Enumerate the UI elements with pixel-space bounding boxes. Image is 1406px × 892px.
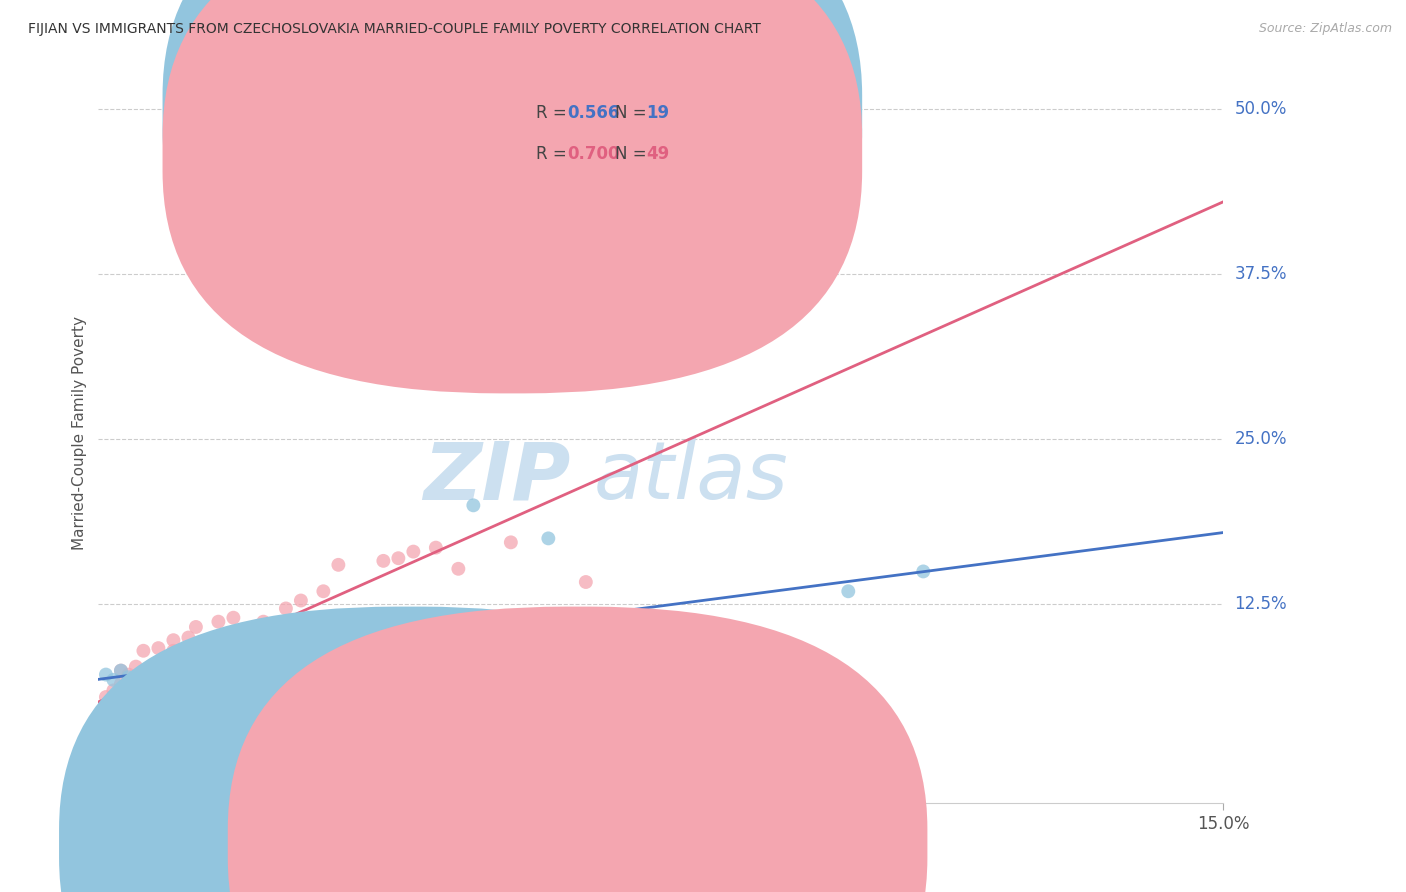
Point <box>724 631 747 645</box>
Text: 19: 19 <box>647 103 669 122</box>
Point <box>238 667 260 681</box>
Point <box>222 654 245 668</box>
Point <box>252 615 274 629</box>
Point <box>477 713 499 727</box>
Point <box>184 620 207 634</box>
Text: 0.700: 0.700 <box>568 145 620 162</box>
Point <box>110 664 132 678</box>
Point <box>177 673 200 687</box>
Point <box>373 554 395 568</box>
Point <box>125 677 148 691</box>
Point <box>155 654 177 668</box>
Point <box>402 544 425 558</box>
Text: Fijians: Fijians <box>430 836 478 851</box>
Text: 0.566: 0.566 <box>568 103 620 122</box>
Point <box>200 657 222 671</box>
Point <box>387 551 409 566</box>
Point <box>162 633 184 648</box>
Text: 37.5%: 37.5% <box>1234 265 1286 283</box>
Point <box>162 644 184 658</box>
Point <box>139 659 162 673</box>
Point <box>274 601 297 615</box>
Point <box>328 558 350 572</box>
Point <box>94 690 117 704</box>
Y-axis label: Married-Couple Family Poverty: Married-Couple Family Poverty <box>72 316 87 549</box>
FancyBboxPatch shape <box>163 0 862 352</box>
Point <box>177 631 200 645</box>
Point <box>170 654 193 668</box>
FancyBboxPatch shape <box>59 607 759 892</box>
Point <box>94 713 117 727</box>
Point <box>125 659 148 673</box>
Text: Source: ZipAtlas.com: Source: ZipAtlas.com <box>1258 22 1392 36</box>
Point <box>125 683 148 698</box>
FancyBboxPatch shape <box>163 0 862 393</box>
Point <box>425 541 447 555</box>
Point <box>402 654 425 668</box>
Point <box>724 201 747 215</box>
Text: 25.0%: 25.0% <box>1234 430 1286 449</box>
Point <box>132 644 155 658</box>
Point <box>103 710 125 724</box>
Point <box>612 644 634 658</box>
Point <box>297 633 319 648</box>
Point <box>94 667 117 681</box>
Point <box>560 615 582 629</box>
Point <box>117 670 139 684</box>
Point <box>110 677 132 691</box>
Text: 50.0%: 50.0% <box>1234 100 1286 118</box>
Point <box>537 532 560 546</box>
Point <box>537 220 560 235</box>
Point <box>350 641 373 656</box>
Text: ZIP: ZIP <box>423 438 571 516</box>
Point <box>117 667 139 681</box>
Point <box>373 650 395 665</box>
Point <box>499 535 522 549</box>
Point <box>447 562 470 576</box>
Point <box>463 719 485 733</box>
Point <box>238 694 260 708</box>
Point <box>162 667 184 681</box>
Text: R =: R = <box>536 145 572 162</box>
FancyBboxPatch shape <box>486 85 762 169</box>
Point <box>103 683 125 698</box>
Text: N =: N = <box>614 103 651 122</box>
Point <box>312 584 335 599</box>
Point <box>110 697 132 711</box>
Point <box>207 615 229 629</box>
Point <box>575 574 598 589</box>
FancyBboxPatch shape <box>228 607 928 892</box>
Point <box>290 593 312 607</box>
Point <box>148 641 170 656</box>
Point <box>499 650 522 665</box>
Text: R =: R = <box>536 103 572 122</box>
Point <box>193 647 215 661</box>
Point <box>463 499 485 513</box>
Text: N =: N = <box>614 145 651 162</box>
Text: 49: 49 <box>647 145 669 162</box>
Point <box>837 584 859 599</box>
Text: Immigrants from Czechoslovakia: Immigrants from Czechoslovakia <box>599 836 851 851</box>
Point <box>132 673 155 687</box>
Point <box>229 628 252 642</box>
Point <box>215 637 238 651</box>
Point <box>148 664 170 678</box>
Point <box>110 664 132 678</box>
Point <box>912 565 935 579</box>
Text: FIJIAN VS IMMIGRANTS FROM CZECHOSLOVAKIA MARRIED-COUPLE FAMILY POVERTY CORRELATI: FIJIAN VS IMMIGRANTS FROM CZECHOSLOVAKIA… <box>28 22 761 37</box>
Point <box>222 611 245 625</box>
Point <box>200 641 222 656</box>
Point <box>87 730 110 744</box>
Point <box>155 681 177 695</box>
Point <box>139 659 162 673</box>
Text: 12.5%: 12.5% <box>1234 596 1286 614</box>
Point <box>103 673 125 687</box>
Point <box>117 686 139 700</box>
Text: atlas: atlas <box>593 438 789 516</box>
